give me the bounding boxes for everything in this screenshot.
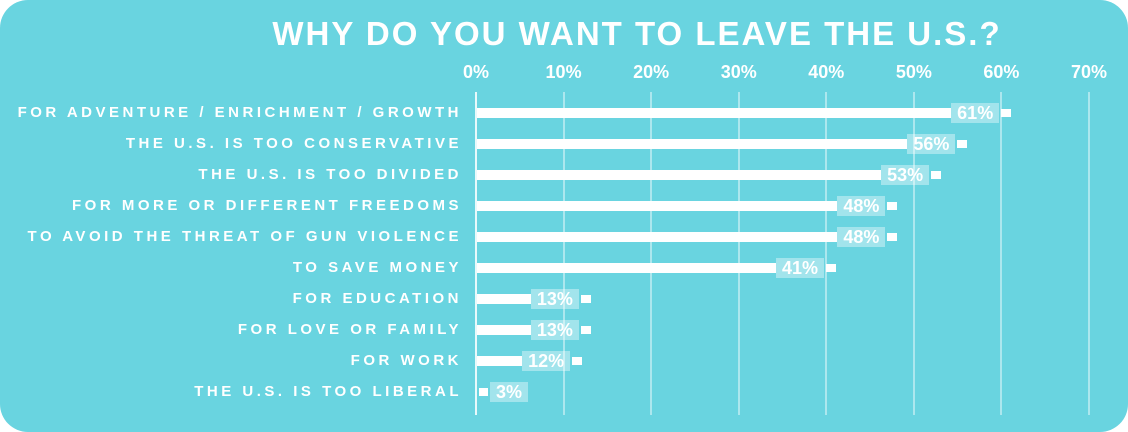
bar-value-label: 48% <box>837 196 886 216</box>
x-tick-label: 0% <box>462 62 490 82</box>
bar-end-cap <box>887 202 898 210</box>
x-tick-label: 70% <box>1070 62 1108 82</box>
gridline <box>825 92 828 415</box>
category-label: FOR MORE OR DIFFERENT FREEDOMS <box>72 197 462 214</box>
category-label: THE U.S. IS TOO LIBERAL <box>194 383 462 400</box>
x-tick-label: 20% <box>633 62 670 82</box>
bar-end-cap <box>957 140 968 148</box>
category-label: FOR ADVENTURE / ENRICHMENT / GROWTH <box>17 104 462 121</box>
category-label: THE U.S. IS TOO CONSERVATIVE <box>125 135 462 152</box>
x-tick-label: 60% <box>983 62 1020 82</box>
x-tick-label: 30% <box>720 62 757 82</box>
bar <box>477 263 777 273</box>
bar-value-label: 61% <box>951 103 1000 123</box>
category-label: TO AVOID THE THREAT OF GUN VIOLENCE <box>27 228 462 245</box>
gridline <box>650 92 653 415</box>
bar <box>479 388 488 396</box>
gridline <box>1000 92 1003 415</box>
category-label: FOR LOVE OR FAMILY <box>237 321 462 338</box>
category-label: FOR WORK <box>350 352 462 369</box>
bar-end-cap <box>887 233 898 241</box>
bar <box>477 108 952 118</box>
bar-value-label: 48% <box>837 227 886 247</box>
bar-end-cap <box>1001 109 1012 117</box>
bar <box>477 139 908 149</box>
bar-end-cap <box>580 326 591 334</box>
bar <box>477 170 882 180</box>
x-tick-label: 40% <box>808 62 845 82</box>
bar-end-cap <box>826 264 837 272</box>
category-label: THE U.S. IS TOO DIVIDED <box>198 166 462 183</box>
bar-end-cap <box>572 357 583 365</box>
gridline <box>1088 92 1090 415</box>
bar-value-label: 53% <box>881 165 930 185</box>
gridline <box>912 92 915 415</box>
axis-zero-line <box>475 92 477 415</box>
gridline <box>737 92 740 415</box>
bar-value-label: 56% <box>907 134 956 154</box>
category-label: FOR EDUCATION <box>292 290 462 307</box>
bar <box>477 232 838 242</box>
x-tick-label: 50% <box>895 62 932 82</box>
bar-value-label: 13% <box>530 320 579 340</box>
bar-value-label: 12% <box>522 351 571 371</box>
bar-value-label: 3% <box>490 382 529 402</box>
bar <box>477 201 838 211</box>
bar <box>477 294 531 304</box>
bar-value-label: 13% <box>530 289 579 309</box>
bar-end-cap <box>931 171 942 179</box>
chart-title: WHY DO YOU WANT TO LEAVE THE U.S.? <box>272 15 1002 52</box>
bar-value-label: 41% <box>776 258 825 278</box>
bar <box>477 325 531 335</box>
gridline <box>562 92 565 415</box>
bar <box>477 356 523 366</box>
category-label: TO SAVE MONEY <box>292 259 462 276</box>
x-tick-label: 10% <box>545 62 582 82</box>
bar-end-cap <box>580 295 591 303</box>
